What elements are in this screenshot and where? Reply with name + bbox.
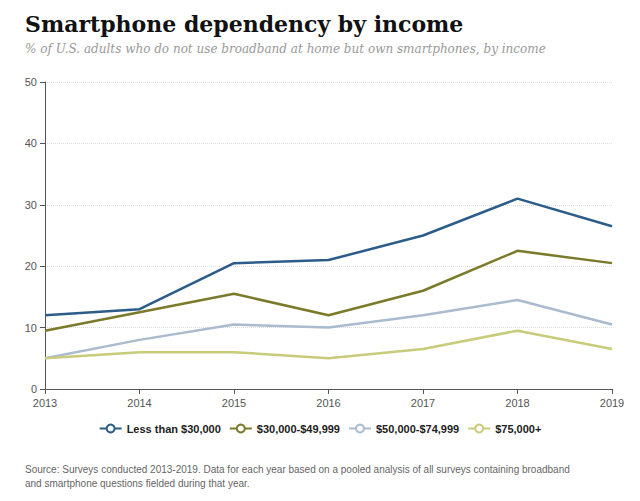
svg-text:% of U.S. adults who do not us: % of U.S. adults who do not use broadban… [25, 42, 546, 56]
svg-text:20: 20 [25, 260, 37, 272]
svg-text:10: 10 [25, 322, 37, 334]
svg-text:2014: 2014 [127, 397, 151, 409]
svg-text:and smartphone questions field: and smartphone questions fielded during … [25, 478, 250, 489]
svg-text:2016: 2016 [316, 397, 340, 409]
svg-text:50: 50 [25, 76, 37, 88]
svg-text:2017: 2017 [411, 397, 435, 409]
svg-text:$30,000-$49,999: $30,000-$49,999 [257, 423, 340, 435]
svg-text:2013: 2013 [33, 397, 57, 409]
svg-text:Less than $30,000: Less than $30,000 [127, 423, 221, 435]
svg-text:30: 30 [25, 199, 37, 211]
svg-text:0: 0 [31, 383, 37, 395]
svg-text:40: 40 [25, 137, 37, 149]
svg-text:2018: 2018 [505, 397, 529, 409]
svg-text:Smartphone dependency by incom: Smartphone dependency by income [25, 11, 463, 37]
svg-text:$75,000+: $75,000+ [495, 423, 541, 435]
svg-text:$50,000-$74,999: $50,000-$74,999 [376, 423, 459, 435]
svg-text:Source: Surveys conducted 2013: Source: Surveys conducted 2013-2019. Dat… [25, 464, 570, 475]
svg-text:2019: 2019 [600, 397, 624, 409]
svg-text:2015: 2015 [222, 397, 246, 409]
